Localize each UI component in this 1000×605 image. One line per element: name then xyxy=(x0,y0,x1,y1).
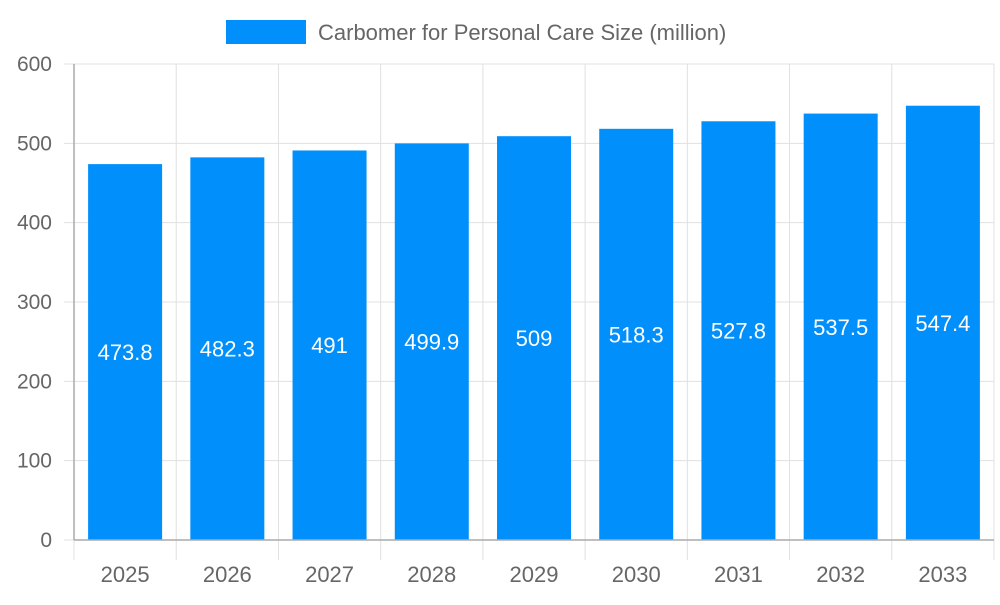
bar xyxy=(701,121,776,541)
axes: 0 100 200 300 400 500 600 2025 2026 2027 2028 2029 2… xyxy=(17,53,994,587)
x-tick-label: 2031 xyxy=(714,562,763,587)
data-label: 537.5 xyxy=(813,315,868,340)
x-tick-label: 2026 xyxy=(203,562,252,587)
data-label: 482.3 xyxy=(200,337,255,362)
y-tick-label: 300 xyxy=(17,291,52,314)
x-tick-label: 2025 xyxy=(101,562,150,587)
y-tick-label: 100 xyxy=(17,450,52,473)
x-tick-label: 2033 xyxy=(918,562,967,587)
data-label: 518.3 xyxy=(609,322,664,347)
x-tick-label: 2027 xyxy=(305,562,354,587)
bars: 473.8 482.3 491 499.9 509 518.3 527.8 537.5 547.… xyxy=(88,105,980,541)
bar xyxy=(394,143,469,541)
data-label: 473.8 xyxy=(98,340,153,365)
x-tick-label: 2029 xyxy=(510,562,559,587)
bar xyxy=(88,164,163,541)
bar xyxy=(599,128,674,540)
x-tick-label: 2028 xyxy=(407,562,456,587)
bar xyxy=(905,105,980,540)
legend-label: Carbomer for Personal Care Size (million… xyxy=(318,20,726,45)
y-tick-label: 0 xyxy=(40,529,52,552)
data-label: 491 xyxy=(311,333,348,358)
legend[interactable]: Carbomer for Personal Care Size (million… xyxy=(226,20,726,45)
bar xyxy=(292,150,367,540)
x-tick-label: 2032 xyxy=(816,562,865,587)
y-tick-label: 600 xyxy=(17,53,52,76)
data-label: 527.8 xyxy=(711,319,766,344)
y-tick-label: 500 xyxy=(17,132,52,155)
legend-swatch xyxy=(226,20,306,44)
y-tick-label: 400 xyxy=(17,212,52,235)
y-tick-label: 200 xyxy=(17,370,52,393)
bar xyxy=(190,157,265,540)
data-label: 509 xyxy=(516,326,553,351)
x-tick-label: 2030 xyxy=(612,562,661,587)
bar xyxy=(497,136,571,540)
data-label: 499.9 xyxy=(404,330,459,355)
bar xyxy=(803,113,878,540)
data-label: 547.4 xyxy=(915,311,970,336)
